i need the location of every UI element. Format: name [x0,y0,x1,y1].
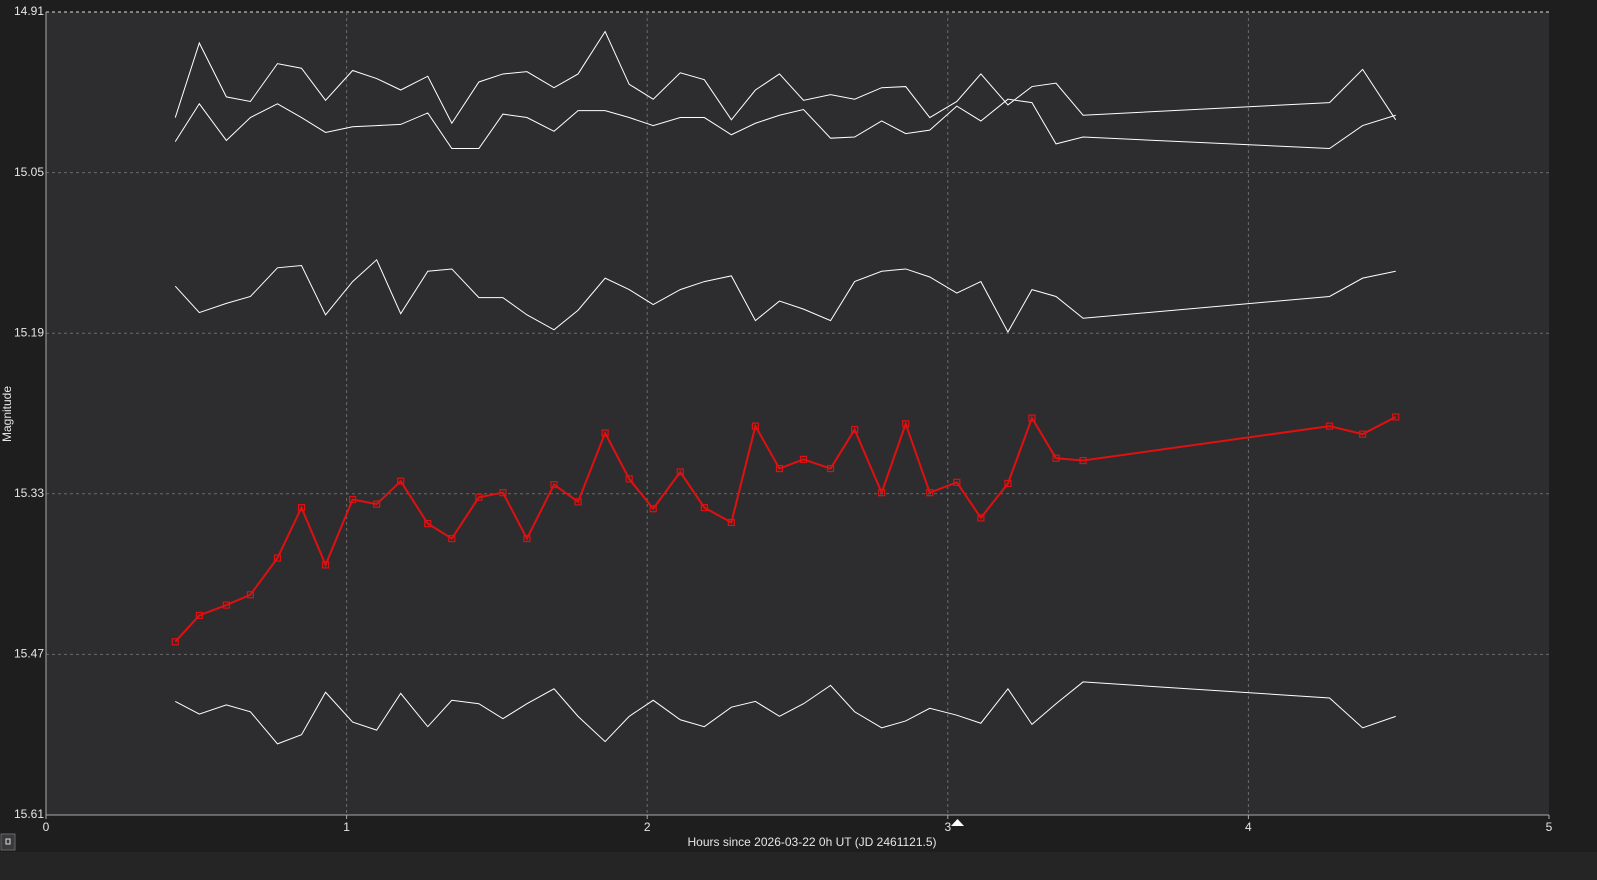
series-line [174,258,1396,334]
series-line [174,415,1397,643]
y-tick-label: 15.47 [14,647,44,661]
data-point [448,534,456,543]
data-point [727,518,735,527]
data-point [878,489,886,497]
data-point [1359,430,1367,438]
data-point [475,493,483,501]
y-tick-label: 14.91 [14,4,44,18]
data-point [273,554,282,562]
data-point [397,477,405,485]
y-axis-label: Magnitude [0,386,14,442]
status-bar [0,852,1597,880]
data-point [851,425,859,434]
data-point [349,495,357,504]
data-point [523,534,531,543]
data-point [1004,479,1012,488]
series-line [174,98,1396,150]
x-tick-label: 0 [43,820,50,834]
data-point [1392,413,1400,421]
data-point [195,611,203,619]
data-point [222,601,230,609]
data-point [499,489,507,497]
data-point [700,503,708,512]
data-point [799,455,808,463]
data-point [902,420,910,428]
data-point [321,561,330,569]
series-line [174,30,1397,125]
x-tick-label: 4 [1245,820,1252,834]
y-tick-label: 15.05 [14,165,44,179]
data-point [246,591,255,599]
x-tick-label: 1 [343,820,350,834]
data-point [297,503,306,512]
data-point [424,520,432,528]
data-point [775,464,784,473]
x-tick-label: 3 [944,820,951,834]
data-point [953,478,961,486]
data-point [649,505,657,513]
data-point [1325,422,1334,430]
data-point [1028,414,1036,422]
y-tick-label: 15.61 [14,807,44,821]
data-point [601,429,609,437]
data-point [1052,454,1060,462]
toolbar-button[interactable] [0,833,16,851]
cursor-marker[interactable] [951,819,964,826]
x-tick-label: 5 [1546,820,1553,834]
x-axis-label: Hours since 2026-03-22 0h UT (JD 2461121… [687,835,936,849]
data-point [926,489,934,497]
data-point [1079,456,1087,465]
data-point [625,475,633,483]
data-point [676,468,684,476]
data-point [550,481,558,489]
data-point [373,500,381,508]
x-tick-label: 2 [644,820,651,834]
plot-area [46,12,1549,815]
y-tick-label: 15.33 [14,486,44,500]
series-line [175,681,1396,745]
data-point [171,638,179,646]
button-icon [5,838,11,845]
y-tick-label: 15.19 [14,325,44,339]
data-point [826,464,835,473]
data-point [977,514,985,522]
data-point [751,422,760,430]
data-point [574,498,582,506]
